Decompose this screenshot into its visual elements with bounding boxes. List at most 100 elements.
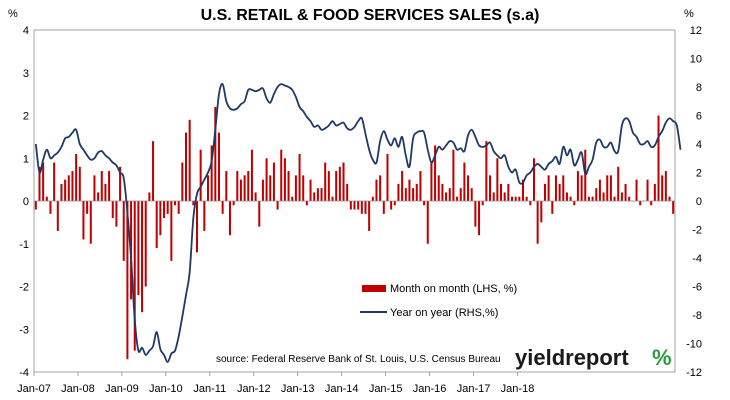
right-tick-label: -4: [692, 253, 702, 265]
mom-bar: [437, 175, 440, 201]
mom-bar: [653, 183, 656, 201]
mom-bar: [232, 201, 235, 206]
mom-bar: [199, 149, 202, 201]
left-tick-label: 2: [23, 111, 29, 123]
mom-bar: [309, 179, 312, 201]
mom-bar: [668, 196, 671, 201]
right-tick-label: 4: [696, 139, 702, 151]
mom-bar: [75, 153, 78, 201]
x-tick-label: Jan-15: [369, 383, 403, 395]
x-tick-label: Jan-17: [457, 383, 491, 395]
mom-bar: [664, 171, 667, 201]
mom-bar: [434, 145, 437, 201]
mom-bar: [342, 162, 345, 201]
mom-bar: [45, 196, 48, 201]
mom-bar: [514, 196, 517, 201]
mom-bar: [507, 183, 510, 201]
line-series: [34, 83, 682, 363]
mom-bar: [225, 171, 228, 201]
mom-bar: [470, 188, 473, 201]
mom-bar: [137, 201, 140, 296]
mom-bar: [316, 188, 319, 201]
mom-bar: [93, 175, 96, 201]
mom-bar: [122, 201, 125, 261]
logo-text: yieldreport: [515, 345, 629, 370]
mom-bar: [159, 201, 162, 236]
mom-bar: [617, 166, 620, 201]
mom-bar: [481, 201, 484, 206]
legend: Month on month (LHS, %) Year on year (RH…: [360, 283, 517, 319]
right-tick-label: -6: [692, 282, 702, 294]
mom-bar: [565, 192, 568, 201]
mom-bar: [595, 188, 598, 201]
legend-line-label: Year on year (RHS,%): [390, 307, 498, 319]
mom-bar: [547, 175, 550, 201]
mom-bar: [375, 179, 378, 201]
mom-bar: [598, 179, 601, 201]
left-axis-unit: %: [8, 8, 18, 20]
left-tick-label: -4: [19, 367, 29, 379]
mom-bar: [452, 149, 455, 201]
legend-bar-label: Month on month (LHS, %): [390, 283, 517, 295]
mom-bar: [562, 175, 565, 201]
mom-bar: [415, 183, 418, 201]
mom-bar: [298, 153, 301, 201]
right-tick-label: -2: [692, 225, 702, 237]
x-tick-label: Jan-10: [149, 383, 183, 395]
mom-bar: [360, 201, 363, 214]
left-tick-label: 1: [23, 153, 29, 165]
mom-bar: [423, 201, 426, 206]
mom-bar: [119, 166, 122, 201]
mom-bar: [404, 188, 407, 201]
bar-series: [34, 106, 675, 360]
mom-bar: [353, 201, 356, 210]
mom-bar: [463, 162, 466, 201]
mom-bar: [554, 175, 557, 201]
mom-bar: [500, 183, 503, 201]
mom-bar: [576, 171, 579, 201]
mom-bar: [276, 201, 279, 210]
right-tick-label: -12: [686, 367, 702, 379]
mom-bar: [441, 183, 444, 201]
mom-bar: [467, 175, 470, 201]
mom-bar: [38, 166, 41, 201]
mom-bar: [386, 153, 389, 201]
x-tick-label: Jan-14: [325, 383, 359, 395]
mom-bar: [126, 201, 129, 360]
mom-bar: [478, 201, 481, 236]
mom-bar: [60, 183, 63, 201]
mom-bar: [108, 171, 111, 201]
x-axis: Jan-07 Jan-08 Jan-09 Jan-10 Jan-11 Jan-12 Jan-…: [17, 372, 534, 395]
mom-bar: [210, 145, 213, 201]
mom-bar: [382, 201, 385, 214]
mom-bar: [195, 201, 199, 253]
mom-bar: [254, 192, 257, 201]
mom-bar: [331, 196, 334, 201]
mom-bar: [152, 141, 155, 201]
logo-percent: %: [652, 345, 672, 370]
mom-bar: [115, 201, 118, 227]
mom-bar: [393, 201, 396, 206]
mom-bar: [445, 192, 448, 201]
mom-bar: [338, 166, 341, 201]
mom-bar: [188, 119, 191, 201]
mom-bar: [368, 201, 371, 231]
left-tick-label: 0: [23, 196, 29, 208]
mom-bar: [521, 179, 524, 201]
mom-bar: [97, 192, 100, 201]
mom-bar: [269, 175, 272, 201]
mom-bar: [573, 201, 576, 206]
mom-bar: [100, 171, 103, 201]
mom-bar: [412, 188, 415, 201]
mom-bar: [86, 201, 89, 214]
mom-bar: [287, 171, 290, 201]
mom-bar: [529, 201, 532, 206]
x-tick-label: Jan-18: [501, 383, 535, 395]
right-tick-label: 0: [696, 196, 702, 208]
mom-bar: [163, 201, 166, 219]
mom-bar: [133, 201, 136, 351]
mom-bar: [283, 158, 286, 201]
mom-bar: [243, 175, 246, 201]
mom-bar: [408, 179, 411, 201]
